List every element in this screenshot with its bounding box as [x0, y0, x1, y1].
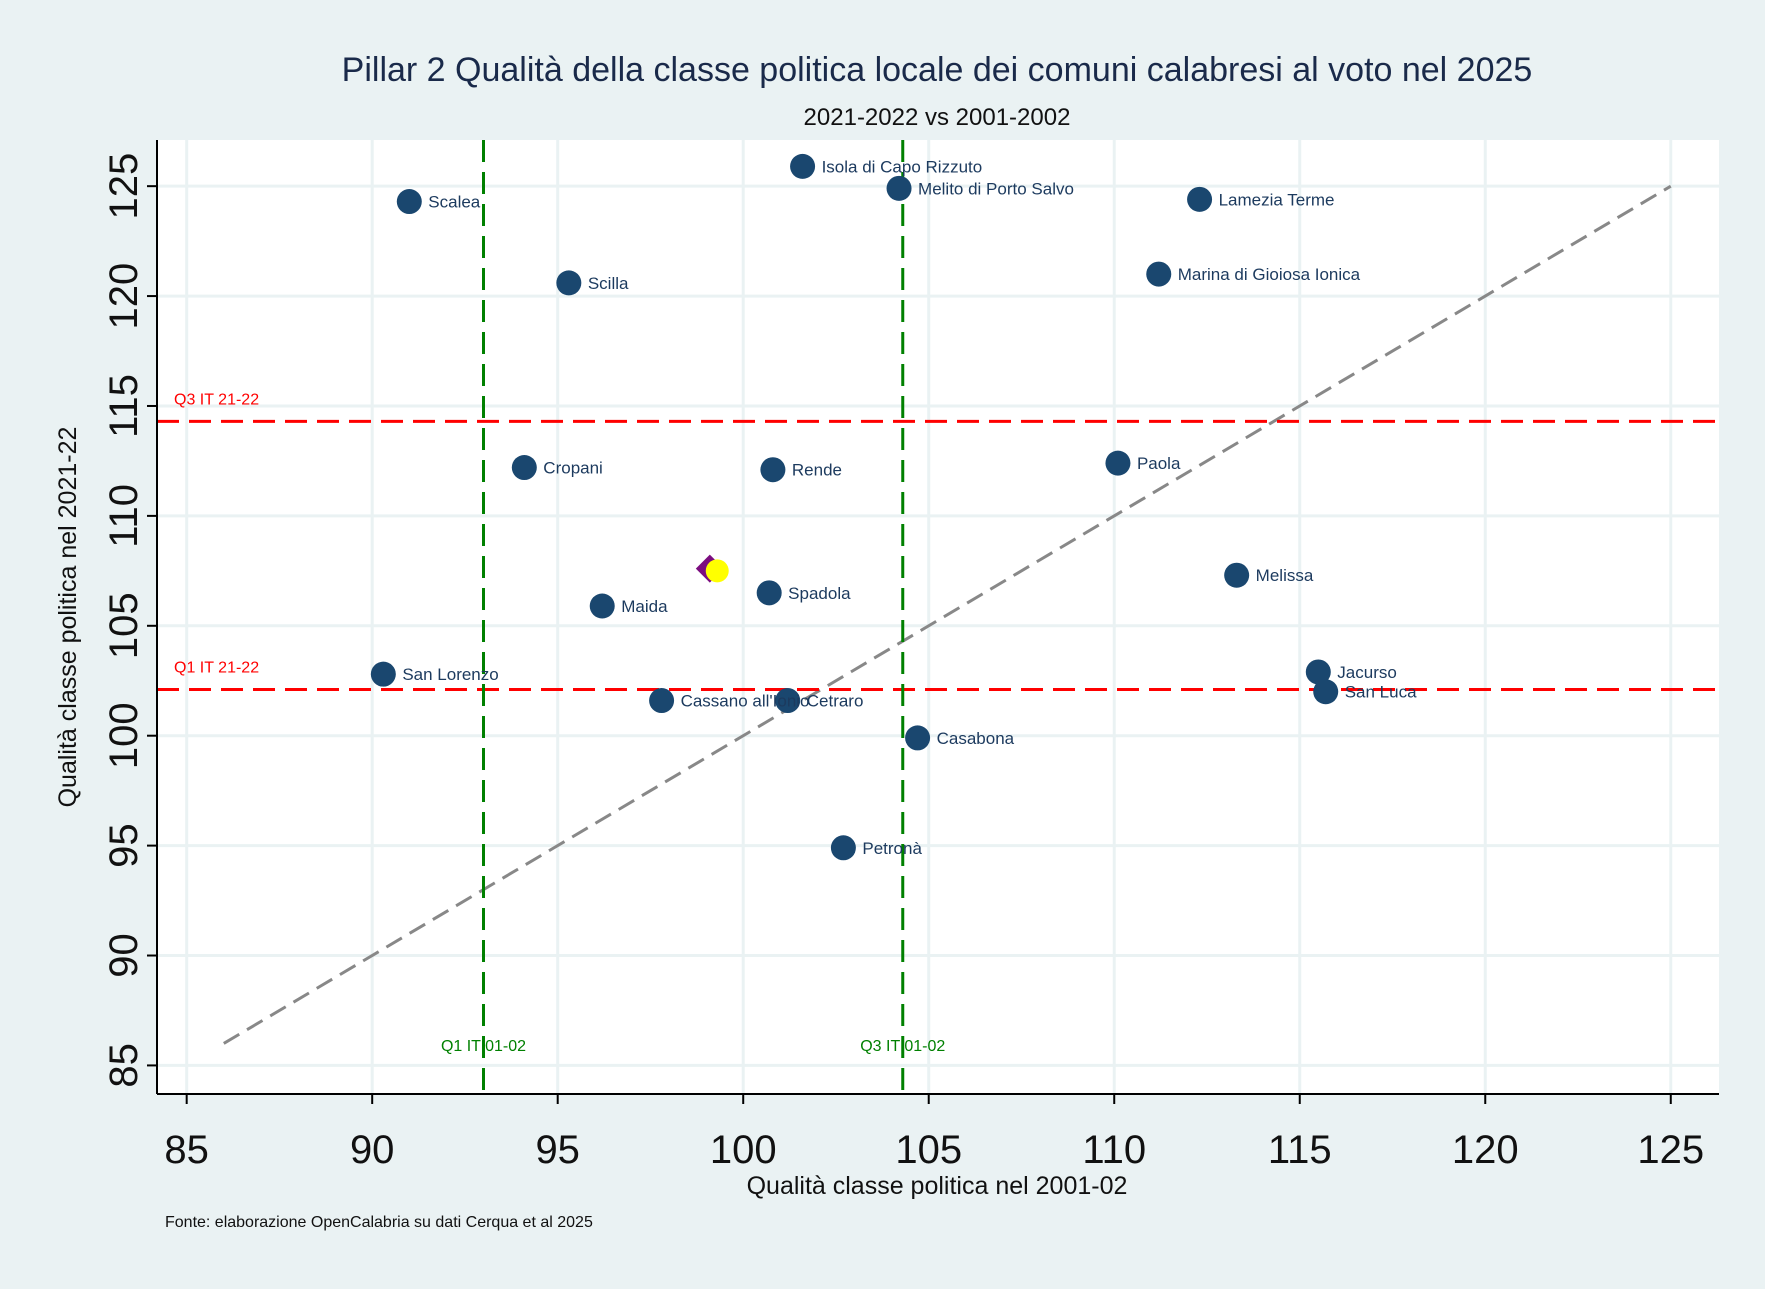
- data-point: [760, 457, 786, 483]
- grid: [157, 140, 1719, 1094]
- x-tick-label: 115: [1268, 1128, 1332, 1172]
- data-point: [830, 835, 856, 861]
- x-tick-label: 105: [895, 1128, 962, 1172]
- y-tick-label: 125: [102, 153, 146, 220]
- point-label: Isola di Capo Rizzuto: [822, 157, 983, 176]
- data-point: [396, 189, 422, 215]
- data-point: [589, 593, 615, 619]
- y-tick-label: 100: [102, 702, 146, 769]
- point-label: Melissa: [1256, 566, 1314, 585]
- data-point: [1187, 186, 1213, 212]
- horizontal-reference-label: Q1 IT 21-22: [174, 660, 259, 677]
- point-label: Scalea: [428, 193, 481, 212]
- point-label: Spadola: [788, 584, 851, 603]
- point-label: San Lorenzo: [402, 665, 498, 684]
- point-label: Marina di Gioiosa Ionica: [1178, 265, 1361, 284]
- source-note: Fonte: elaborazione OpenCalabria su dati…: [165, 1214, 593, 1231]
- data-point: [556, 270, 582, 296]
- x-tick-label: 95: [535, 1128, 580, 1172]
- vertical-reference-label: Q1 IT 01-02: [441, 1038, 526, 1055]
- point-label: Melito di Porto Salvo: [918, 179, 1074, 198]
- x-tick-label: 90: [350, 1128, 395, 1172]
- data-point: [775, 688, 801, 714]
- data-point: [649, 688, 675, 714]
- y-tick-label: 90: [102, 933, 146, 978]
- point-label: Rende: [792, 461, 842, 480]
- data-points: [370, 153, 1339, 861]
- point-label: Lamezia Terme: [1219, 190, 1335, 209]
- plot-area: [157, 140, 1719, 1094]
- data-point: [790, 153, 816, 179]
- data-point: [370, 661, 396, 687]
- y-tick-label: 110: [102, 484, 146, 548]
- highlight-circle-point: [705, 559, 729, 583]
- x-tick-label: 125: [1637, 1128, 1704, 1172]
- data-point: [905, 725, 931, 751]
- y-tick-label: 95: [102, 823, 146, 868]
- point-label: Cropani: [543, 459, 603, 478]
- point-label: Scilla: [588, 274, 629, 293]
- point-label: Cetraro: [807, 692, 864, 711]
- x-tick-label: 100: [710, 1128, 777, 1172]
- data-point: [1313, 679, 1339, 705]
- data-point: [1224, 562, 1250, 588]
- y-tick-label: 85: [102, 1043, 146, 1088]
- x-tick-label: 110: [1082, 1128, 1146, 1172]
- data-point: [511, 455, 537, 481]
- reference-lines: Q3 IT 21-22 Q1 IT 21-22 Q1 IT 01-02 Q3 IT 0…: [157, 140, 1719, 1094]
- point-label: Petronà: [862, 839, 922, 858]
- x-tick-label: 85: [164, 1128, 209, 1172]
- horizontal-reference-label: Q3 IT 21-22: [174, 391, 259, 408]
- point-label: Jacurso: [1337, 663, 1397, 682]
- x-tick-label: 120: [1452, 1128, 1519, 1172]
- chart-subtitle: 2021-2022 vs 2001-2002: [804, 104, 1071, 131]
- y-axis-title: Qualità classe politica nel 2021-22: [54, 427, 82, 808]
- x-axis-title: Qualità classe politica nel 2001-02: [747, 1172, 1128, 1200]
- data-point: [1305, 659, 1331, 685]
- point-labels: Isola di Capo Rizzuto Melito di Porto Sal…: [402, 157, 1417, 857]
- y-tick-label: 120: [102, 263, 146, 330]
- data-point: [1146, 261, 1172, 287]
- data-point: [1105, 450, 1131, 476]
- chart-title: Pillar 2 Qualità della classe politica l…: [342, 51, 1533, 89]
- point-label: San Luca: [1345, 683, 1417, 702]
- y-tick-label: 105: [102, 592, 146, 659]
- point-label: Cassano all'Ionio: [681, 692, 810, 711]
- data-point: [756, 580, 782, 606]
- point-label: Casabona: [937, 729, 1015, 748]
- point-label: Paola: [1137, 454, 1181, 473]
- ticks: 85 90 95 100 105 110 115 120 125 85 90 95 100 105 110 1…: [102, 153, 1704, 1172]
- y-tick-label: 115: [102, 374, 146, 438]
- vertical-reference-label: Q3 IT 01-02: [860, 1038, 945, 1055]
- axes: [156, 140, 1719, 1095]
- point-label: Maida: [621, 597, 668, 616]
- diagonal-reference-line: [223, 184, 1672, 1045]
- data-point: [886, 175, 912, 201]
